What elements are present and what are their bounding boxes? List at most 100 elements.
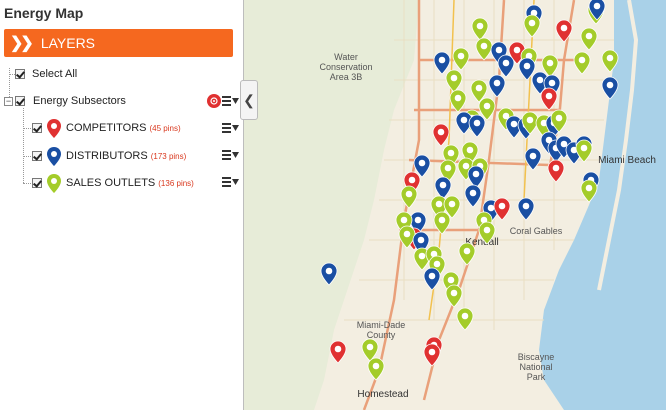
distributor-pin[interactable] bbox=[433, 51, 451, 75]
collapse-panel-button[interactable]: ❮ bbox=[240, 80, 258, 120]
sales-outlets-label: SALES OUTLETS bbox=[66, 177, 156, 189]
layers-header-button[interactable]: ❯❯ LAYERS bbox=[4, 29, 233, 57]
sales-outlet-pin[interactable] bbox=[398, 225, 416, 249]
tree-row-energy-subsectors: − Energy Subsectors bbox=[4, 92, 126, 110]
tree-guide bbox=[23, 183, 31, 184]
tree-row-sales-outlets: SALES OUTLETS (136 pins) bbox=[32, 173, 194, 193]
distributors-checkbox[interactable] bbox=[32, 151, 42, 161]
tree-guide bbox=[9, 68, 10, 101]
layers-panel: Energy Map ❯❯ LAYERS Select All − Energy… bbox=[0, 0, 244, 410]
distributors-pin-count: (173 pins) bbox=[150, 151, 187, 161]
distributor-pin[interactable] bbox=[468, 114, 486, 138]
competitors-pin-count: (45 pins) bbox=[149, 123, 181, 133]
map-label-water-conservation: Water Conservation Area 3B bbox=[319, 52, 373, 82]
competitor-pin[interactable] bbox=[493, 197, 511, 221]
tree-row-distributors: DISTRIBUTORS (173 pins) bbox=[32, 146, 187, 166]
competitor-pin[interactable] bbox=[540, 87, 558, 111]
layers-label: LAYERS bbox=[40, 35, 96, 51]
map-canvas[interactable]: Water Conservation Area 3B Miami Beach C… bbox=[244, 0, 666, 410]
sales-outlet-pin[interactable] bbox=[601, 49, 619, 73]
distributor-pin[interactable] bbox=[423, 267, 441, 291]
sales-outlets-checkbox[interactable] bbox=[32, 178, 42, 188]
sales-outlet-pin[interactable] bbox=[445, 284, 463, 308]
sales-outlet-pin[interactable] bbox=[456, 307, 474, 331]
map-background bbox=[244, 0, 666, 410]
blue-pin-icon bbox=[47, 146, 61, 166]
group-options-menu-icon[interactable] bbox=[222, 95, 240, 107]
competitors-options-menu-icon[interactable] bbox=[222, 122, 240, 134]
distributor-pin[interactable] bbox=[524, 147, 542, 171]
sales-outlet-pin[interactable] bbox=[521, 111, 539, 135]
double-chevron-right-icon: ❯❯ bbox=[10, 35, 34, 52]
sales-outlet-pin[interactable] bbox=[478, 221, 496, 245]
map-label-miami-dade: Miami-Dade County bbox=[356, 320, 406, 340]
sales-outlets-options-menu-icon[interactable] bbox=[222, 176, 240, 188]
competitors-label: COMPETITORS bbox=[66, 122, 147, 134]
competitor-pin[interactable] bbox=[555, 19, 573, 43]
tree-guide bbox=[23, 108, 24, 183]
sales-outlet-pin[interactable] bbox=[471, 17, 489, 41]
sales-outlet-pin[interactable] bbox=[449, 89, 467, 113]
sales-outlet-pin[interactable] bbox=[580, 179, 598, 203]
distributor-pin[interactable] bbox=[517, 197, 535, 221]
distributor-pin[interactable] bbox=[320, 262, 338, 286]
energy-subsectors-checkbox[interactable] bbox=[15, 96, 25, 106]
collapse-toggle-icon[interactable]: − bbox=[4, 95, 13, 106]
tree-row-competitors: COMPETITORS (45 pins) bbox=[32, 118, 181, 138]
competitor-pin[interactable] bbox=[432, 123, 450, 147]
app-title: Energy Map bbox=[4, 5, 84, 21]
distributor-pin[interactable] bbox=[455, 111, 473, 135]
sales-outlet-pin[interactable] bbox=[452, 47, 470, 71]
distributor-pin[interactable] bbox=[601, 76, 619, 100]
distributor-pin[interactable] bbox=[464, 184, 482, 208]
competitor-pin[interactable] bbox=[329, 340, 347, 364]
tree-guide bbox=[9, 74, 15, 75]
chevron-left-icon: ❮ bbox=[243, 91, 255, 108]
sales-outlet-pin[interactable] bbox=[400, 185, 418, 209]
distributor-pin[interactable] bbox=[467, 165, 485, 189]
sales-outlets-pin-count: (136 pins) bbox=[158, 178, 194, 188]
competitors-checkbox[interactable] bbox=[32, 123, 42, 133]
sales-outlet-pin[interactable] bbox=[575, 139, 593, 163]
distributor-pin[interactable] bbox=[434, 176, 452, 200]
distributor-pin[interactable] bbox=[488, 74, 506, 98]
distributor-pin[interactable] bbox=[497, 54, 515, 78]
energy-subsectors-label: Energy Subsectors bbox=[33, 95, 126, 107]
ocean-area bbox=[539, 0, 666, 410]
sales-outlet-pin[interactable] bbox=[470, 79, 488, 103]
everglades-area bbox=[244, 0, 419, 410]
map-label-coral-gables: Coral Gables bbox=[509, 226, 563, 236]
red-pin-icon bbox=[47, 118, 61, 138]
sales-outlet-pin[interactable] bbox=[580, 27, 598, 51]
sales-outlet-pin[interactable] bbox=[523, 14, 541, 38]
sales-outlet-pin[interactable] bbox=[478, 97, 496, 121]
map-pins-layer bbox=[320, 0, 619, 381]
sales-outlet-pin[interactable] bbox=[433, 211, 451, 235]
sales-outlet-pin[interactable] bbox=[573, 51, 591, 75]
map-label-homestead: Homestead bbox=[357, 389, 409, 400]
sales-outlet-pin[interactable] bbox=[367, 357, 385, 381]
distributor-pin[interactable] bbox=[588, 0, 606, 21]
distributors-label: DISTRIBUTORS bbox=[66, 150, 148, 162]
map-label-biscayne: Biscayne National Park bbox=[517, 352, 555, 382]
sales-outlet-pin[interactable] bbox=[458, 242, 476, 266]
competitor-pin[interactable] bbox=[547, 159, 565, 183]
green-pin-icon bbox=[47, 173, 61, 193]
competitor-pin[interactable] bbox=[423, 343, 441, 367]
select-all-checkbox[interactable] bbox=[15, 69, 25, 79]
select-all-label: Select All bbox=[32, 68, 78, 80]
heatmap-icon[interactable] bbox=[207, 94, 221, 108]
distributor-pin[interactable] bbox=[518, 57, 536, 81]
tree-guide bbox=[23, 156, 31, 157]
sales-outlet-pin[interactable] bbox=[443, 195, 461, 219]
barrier-island bbox=[597, 0, 639, 291]
sales-outlet-pin[interactable] bbox=[475, 37, 493, 61]
distributor-pin[interactable] bbox=[505, 115, 523, 139]
map-label-kendall: Kendall bbox=[465, 237, 499, 248]
tree-guide bbox=[23, 128, 31, 129]
sales-outlet-pin[interactable] bbox=[445, 69, 463, 93]
sales-outlet-pin[interactable] bbox=[550, 109, 568, 133]
distributors-options-menu-icon[interactable] bbox=[222, 149, 240, 161]
distributor-pin[interactable] bbox=[413, 154, 431, 178]
map-label-miami-beach: Miami Beach bbox=[598, 155, 656, 166]
